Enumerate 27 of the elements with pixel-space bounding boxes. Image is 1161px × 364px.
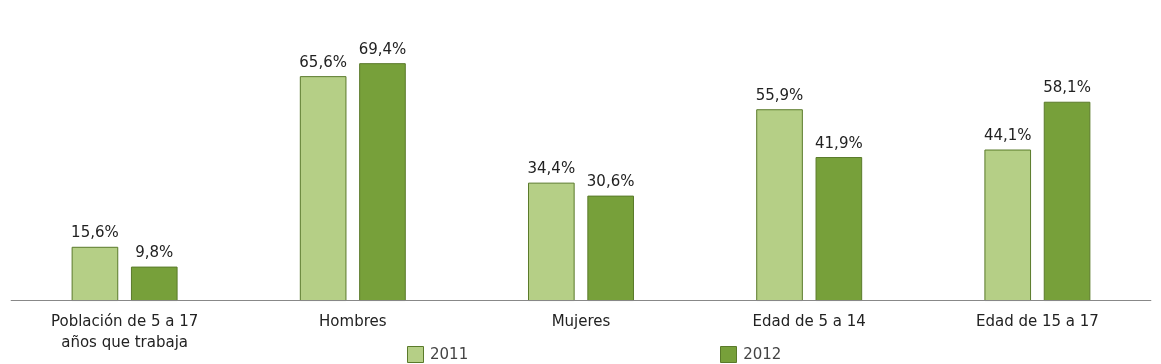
- data-label: 34,4%: [527, 159, 576, 178]
- data-label: 55,9%: [755, 85, 804, 104]
- bar: [130, 266, 178, 302]
- bar: [587, 195, 634, 302]
- x-tick-label: Mujeres: [551, 311, 611, 330]
- bar: [71, 246, 119, 302]
- data-label: 30,6%: [586, 172, 635, 191]
- bar: [815, 157, 863, 302]
- x-tick-label: Edad de 5 a 14: [752, 311, 866, 330]
- bar: [359, 63, 406, 302]
- data-label: 9,8%: [135, 243, 174, 262]
- x-tick-label: Hombres: [319, 311, 387, 330]
- data-label: 15,6%: [71, 223, 119, 242]
- data-label: 69,4%: [358, 39, 407, 58]
- bar: [528, 182, 575, 302]
- x-tick-label: Edad de 15 a 17: [975, 311, 1099, 330]
- bar: [299, 76, 347, 302]
- data-label: 41,9%: [815, 133, 863, 152]
- x-tick-label: Población de 5 a 17 años que trabaja: [50, 311, 199, 352]
- bar: [984, 149, 1032, 302]
- bar: [1043, 101, 1091, 302]
- data-label: 44,1%: [983, 126, 1032, 145]
- legend-label: 2012: [743, 345, 782, 363]
- data-label: 65,6%: [299, 52, 347, 71]
- legend-label: 2011: [430, 345, 469, 363]
- data-label: 58,1%: [1043, 78, 1091, 97]
- bar: [756, 109, 803, 302]
